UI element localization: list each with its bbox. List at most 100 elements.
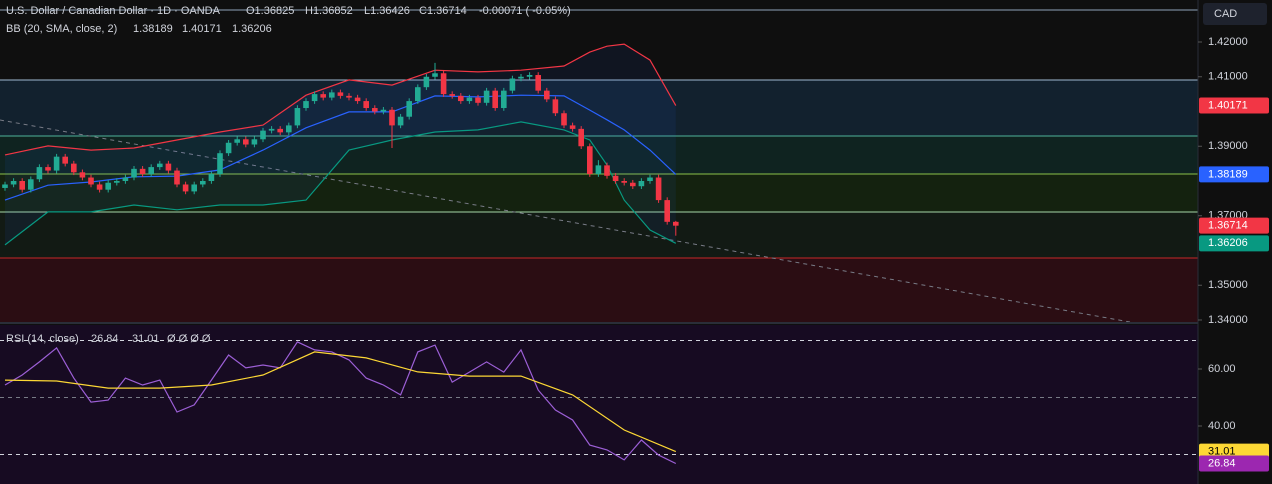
indicator-extra: Ø Ø Ø Ø <box>167 333 211 345</box>
price-label-box <box>1199 455 1269 472</box>
candle-body <box>53 156 60 171</box>
candle-body <box>535 75 541 91</box>
candle-body <box>45 167 51 171</box>
candle-body <box>346 95 352 98</box>
price-label-box <box>1199 217 1269 234</box>
rsi-background <box>0 325 1198 484</box>
ohlc-open: O1.36825 <box>246 5 294 17</box>
candle-body <box>191 184 197 192</box>
candle-body <box>604 165 610 176</box>
candle-body <box>337 92 344 96</box>
ohlc-high: H1.36852 <box>305 5 353 17</box>
candle-body <box>509 78 516 91</box>
indicator-value: 1.40171 <box>182 23 222 35</box>
candle-body <box>458 95 464 102</box>
candle-body <box>234 139 240 143</box>
candle-body <box>475 97 481 103</box>
zone <box>0 174 1198 212</box>
indicator-line <box>4 341 677 465</box>
price-label-box <box>1199 166 1269 183</box>
candle-body <box>449 94 455 96</box>
candle-body <box>415 87 421 102</box>
plot <box>0 43 1198 465</box>
indicator-line <box>4 43 677 156</box>
zone <box>0 258 1198 322</box>
candle-body <box>277 128 283 133</box>
chart-title: U.S. Dollar / Canadian Dollar · 1D · OAN… <box>6 5 221 17</box>
candle-body <box>595 165 602 175</box>
candle-body <box>372 108 378 112</box>
candle-body <box>225 142 232 154</box>
candle-body <box>122 177 129 181</box>
candle-body <box>518 76 524 79</box>
price-label: 31.01 <box>1208 446 1236 458</box>
candle-body <box>36 167 43 180</box>
zone <box>0 212 1198 258</box>
candle-body <box>105 182 111 190</box>
candle-body <box>88 177 94 185</box>
currency[interactable]: CAD <box>1214 8 1237 20</box>
indicator-value: 31.01 <box>132 333 160 345</box>
candle-body <box>612 175 619 181</box>
candle-body <box>673 221 679 226</box>
candle-body <box>174 170 180 185</box>
candle-body <box>526 75 533 77</box>
candle-body <box>10 180 17 185</box>
candle-body <box>200 180 206 185</box>
candle-body <box>440 73 447 95</box>
candle-body <box>406 101 412 117</box>
price-label: 1.40171 <box>1208 99 1248 111</box>
ohlc-close: C1.36714 <box>419 5 467 17</box>
y-tick-label: 60.00 <box>1208 363 1236 375</box>
candle-body <box>71 163 77 173</box>
price-label-box <box>1199 235 1269 252</box>
candle-body <box>208 174 215 181</box>
candle-body <box>286 125 292 133</box>
rsi-name: RSI (14, close) <box>6 333 79 345</box>
candle-body <box>19 180 25 190</box>
candle-body <box>131 168 137 178</box>
zone <box>0 80 1198 136</box>
candle-body <box>363 101 369 109</box>
candle-body <box>638 180 645 187</box>
indicator-value: 1.36206 <box>232 23 272 35</box>
y-tick-label: 1.34000 <box>1208 314 1248 326</box>
candle-body <box>294 108 301 126</box>
candle-body <box>483 90 490 103</box>
candle-body <box>114 180 120 183</box>
currency-box[interactable] <box>1203 3 1267 25</box>
candle-body <box>96 184 103 190</box>
candle-body <box>62 156 68 164</box>
y-tick-label: 1.35000 <box>1208 279 1248 291</box>
candle-body <box>320 94 326 98</box>
ohlc-low: L1.36426 <box>364 5 410 17</box>
candle-body <box>664 200 670 222</box>
candle-body <box>423 76 430 88</box>
candle-body <box>587 146 593 175</box>
candle-body <box>311 94 318 102</box>
candle-body <box>329 92 335 98</box>
candle-body <box>621 180 627 183</box>
indicator-line <box>4 351 677 453</box>
y-tick-label: 40.00 <box>1208 420 1236 432</box>
candle-body <box>139 168 146 175</box>
price-label: 1.36206 <box>1208 237 1248 249</box>
candle-body <box>380 109 387 112</box>
candle-body <box>148 167 154 175</box>
price-label: 1.36714 <box>1208 220 1248 232</box>
indicator-value: 26.84 <box>91 333 119 345</box>
candle-body <box>578 128 584 147</box>
candle-body <box>182 184 189 192</box>
candle-body <box>630 182 636 187</box>
y-tick-label: 1.42000 <box>1208 36 1248 48</box>
candle-body <box>243 139 249 145</box>
candle-body <box>655 177 662 201</box>
candle-body <box>303 101 309 109</box>
price-label: 1.38189 <box>1208 168 1248 180</box>
candle-body <box>79 172 86 178</box>
change: -0.00071 ( -0.05%) <box>479 5 571 17</box>
candle-body <box>2 184 8 188</box>
candle-body <box>569 125 576 129</box>
